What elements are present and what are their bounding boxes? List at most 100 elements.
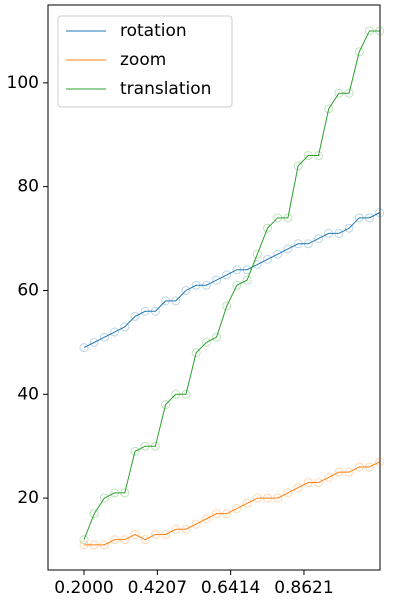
data-point <box>110 488 120 498</box>
data-point <box>263 223 273 233</box>
data-point <box>212 275 222 285</box>
data-point <box>242 498 252 508</box>
y-tick-label: 80 <box>17 177 39 197</box>
data-point <box>303 151 313 161</box>
data-point <box>79 343 89 353</box>
data-point <box>161 296 171 306</box>
data-point <box>89 540 99 550</box>
data-point <box>334 88 344 98</box>
x-tick-label: 0.4207 <box>128 578 187 598</box>
data-point <box>150 306 160 316</box>
data-point <box>232 280 242 290</box>
data-point <box>375 208 385 218</box>
data-point <box>354 462 364 472</box>
data-point <box>130 529 140 539</box>
data-point <box>283 213 293 223</box>
data-point <box>171 389 181 399</box>
data-point <box>375 26 385 36</box>
data-point <box>273 493 283 503</box>
series-line <box>83 30 380 540</box>
data-point <box>140 441 150 451</box>
data-point <box>110 535 120 545</box>
data-point <box>222 509 232 519</box>
data-point <box>344 467 354 477</box>
data-point <box>120 488 130 498</box>
series-line <box>83 212 380 349</box>
data-point <box>293 161 303 171</box>
legend-label: rotation <box>120 21 187 41</box>
data-point <box>314 478 324 488</box>
data-point <box>324 104 334 114</box>
y-tick-label: 60 <box>17 280 39 300</box>
x-tick-label: 0.6414 <box>201 578 260 598</box>
data-point <box>324 228 334 238</box>
data-point <box>293 483 303 493</box>
data-point <box>79 540 89 550</box>
data-point <box>364 462 374 472</box>
legend-label: zoom <box>120 50 166 70</box>
data-point <box>273 213 283 223</box>
legend-box <box>57 15 233 108</box>
legend-label: translation <box>120 79 211 99</box>
data-point <box>99 493 109 503</box>
data-point <box>354 213 364 223</box>
data-point <box>150 441 160 451</box>
data-point <box>110 327 120 337</box>
data-point <box>303 239 313 249</box>
data-point <box>161 400 171 410</box>
data-point <box>212 509 222 519</box>
data-point <box>334 228 344 238</box>
data-point <box>252 493 262 503</box>
data-point <box>181 524 191 534</box>
data-point <box>364 26 374 36</box>
data-point <box>140 306 150 316</box>
data-point <box>344 88 354 98</box>
data-point <box>161 529 171 539</box>
data-point <box>130 446 140 456</box>
data-point <box>354 47 364 57</box>
data-point <box>324 472 334 482</box>
data-point <box>263 493 273 503</box>
y-tick-label: 40 <box>17 384 39 404</box>
data-point <box>252 249 262 259</box>
series-line <box>84 461 380 546</box>
data-point <box>212 332 222 342</box>
data-point <box>150 529 160 539</box>
data-point <box>293 239 303 249</box>
data-point <box>314 151 324 161</box>
plot-frame <box>47 4 381 571</box>
data-point <box>303 478 313 488</box>
y-tick-label: 20 <box>17 488 39 508</box>
data-point <box>171 524 181 534</box>
data-point <box>201 514 211 524</box>
data-point <box>120 535 130 545</box>
data-point <box>171 296 181 306</box>
data-point <box>222 301 232 311</box>
data-point <box>120 322 130 332</box>
data-point <box>140 535 150 545</box>
data-point <box>232 265 242 275</box>
data-point <box>344 223 354 233</box>
x-tick-label: 0.8621 <box>274 578 333 598</box>
data-point <box>314 234 324 244</box>
data-point <box>201 337 211 347</box>
data-point <box>89 509 99 519</box>
data-point <box>273 249 283 259</box>
data-point <box>201 280 211 290</box>
data-point <box>99 332 109 342</box>
data-point <box>283 244 293 254</box>
data-point <box>99 540 109 550</box>
data-point <box>222 270 232 280</box>
data-point <box>334 467 344 477</box>
data-point <box>191 280 201 290</box>
data-point <box>130 311 140 321</box>
data-point <box>79 535 89 545</box>
data-point <box>364 213 374 223</box>
data-point <box>191 519 201 529</box>
y-tick-label: 100 <box>7 73 39 93</box>
data-point <box>181 389 191 399</box>
data-point <box>232 503 242 513</box>
data-point <box>375 457 385 467</box>
data-point <box>283 488 293 498</box>
